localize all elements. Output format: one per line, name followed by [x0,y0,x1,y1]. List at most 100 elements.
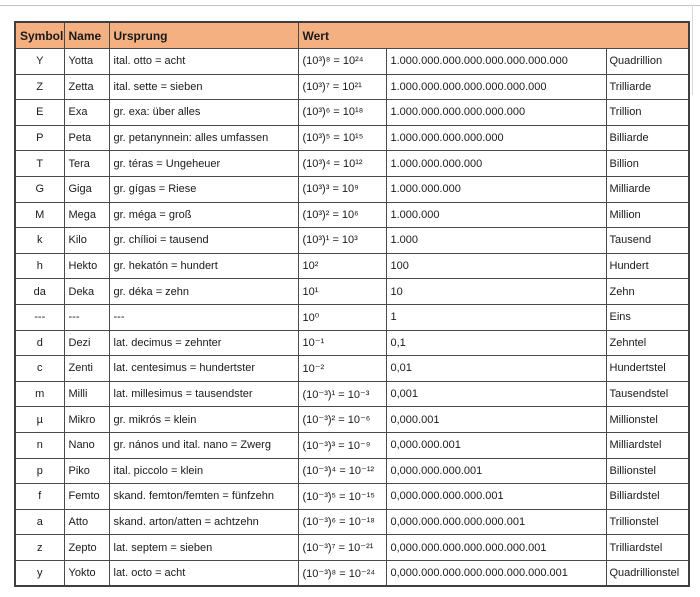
cell-name: Peta [63,124,110,152]
cell-ursprung: gr. gígas = Riese [108,175,299,203]
cell-symbol: c [14,355,65,382]
page-top-rule [0,5,700,6]
cell-word: Eins [605,303,690,331]
table-row: T Tera gr. téras = Ungeheuer (10³)⁴ = 10¹² 1… [14,150,690,177]
table-row: m Milli lat. millesimus = tausendster (10⁻³… [14,380,690,408]
cell-ursprung: gr. hekatón = hundert [108,252,299,280]
header-row: Symbol Name Ursprung Wert [14,21,690,49]
cell-word: Trilliarde [605,73,690,101]
cell-symbol: h [14,252,65,280]
table-row: p Piko ital. piccolo = klein (10⁻³)⁴ = 10⁻¹… [14,457,690,485]
cell-name: Tera [63,150,110,177]
cell-value: 0,000.000.000.000.000.000.001 [385,534,607,561]
cell-power: (10³)⁷ = 10²¹ [297,73,387,101]
cell-ursprung: skand. femton/femten = fünfzehn [108,483,299,510]
cell-power: (10⁻³)³ = 10⁻⁹ [297,431,387,459]
cell-word: Trillionstel [605,508,690,536]
cell-power: 10⁻² [297,355,387,382]
cell-ursprung: --- [108,303,299,331]
cell-value: 1.000.000.000.000.000.000.000.000 [385,48,607,75]
cell-power: 10² [297,252,387,280]
cell-ursprung: gr. téras = Ungeheuer [108,150,299,177]
cell-word: Billionstel [605,457,690,485]
cell-ursprung: lat. centesimus = hundertster [108,355,299,382]
cell-name: Mega [63,201,110,229]
cell-name: Milli [63,380,110,408]
cell-value: 1.000.000.000 [385,175,607,203]
cell-name: Exa [63,99,110,126]
cell-ursprung: lat. septem = sieben [108,534,299,561]
cell-value: 100 [385,252,607,280]
cell-symbol: M [14,201,65,229]
cell-ursprung: gr. déka = zehn [108,278,299,305]
cell-word: Trilliardstel [605,534,690,561]
cell-ursprung: lat. decimus = zehnter [108,329,299,357]
cell-value: 0,001 [385,380,607,408]
cell-name: --- [63,303,110,331]
cell-name: Zepto [63,534,110,561]
table-row: d Dezi lat. decimus = zehnter 10⁻¹ 0,1 Zehnte… [14,329,690,357]
cell-power: (10⁻³)² = 10⁻⁶ [297,406,387,433]
cell-symbol: d [14,329,65,357]
cell-name: Yotta [63,48,110,75]
cell-power: 10⁻¹ [297,329,387,357]
cell-symbol: m [14,380,65,408]
cell-name: Hekto [63,252,110,280]
table-row: E Exa gr. exa: über alles (10³)⁶ = 10¹⁸ 1.00… [14,99,690,126]
cell-value: 1.000.000.000.000.000.000 [385,99,607,126]
cell-ursprung: ital. piccolo = klein [108,457,299,485]
cell-symbol: --- [14,303,65,331]
cell-name: Nano [63,431,110,459]
cell-value: 0,000.000.000.000.001 [385,483,607,510]
header-name: Name [63,21,110,49]
cell-ursprung: gr. mikrós = klein [108,406,299,433]
table-row: --- --- --- 10⁰ 1 Eins [14,303,690,331]
cell-word: Millionstel [605,406,690,433]
cell-word: Million [605,201,690,229]
cell-name: Giga [63,175,110,203]
cell-ursprung: skand. arton/atten = achtzehn [108,508,299,536]
cell-name: Dezi [63,329,110,357]
cell-ursprung: ital. otto = acht [108,48,299,75]
cell-name: Deka [63,278,110,305]
table-row: n Nano gr. nános und ital. nano = Zwerg (10… [14,431,690,459]
cell-word: Zehn [605,278,690,305]
cell-power: (10³)³ = 10⁹ [297,175,387,203]
cell-word: Tausend [605,227,690,254]
cell-symbol: p [14,457,65,485]
cell-power: (10³)⁴ = 10¹² [297,150,387,177]
header-wert: Wert [297,21,690,49]
table-row: h Hekto gr. hekatón = hundert 10² 100 Hundert [14,252,690,280]
cell-symbol: k [14,227,65,254]
cell-symbol: Z [14,73,65,101]
cell-power: (10³)¹ = 10³ [297,227,387,254]
cell-ursprung: gr. nános und ital. nano = Zwerg [108,431,299,459]
cell-power: (10⁻³)⁴ = 10⁻¹² [297,457,387,485]
table-row: k Kilo gr. chílioi = tausend (10³)¹ = 10³ 1.… [14,227,690,254]
table-row: da Deka gr. déka = zehn 10¹ 10 Zehn [14,278,690,305]
cell-value: 0,000.000.000.000.000.000.000.001 [385,559,607,587]
cell-word: Quadrillionstel [605,559,690,587]
cell-ursprung: gr. petanynnein: alles umfassen [108,124,299,152]
cell-name: Atto [63,508,110,536]
cell-value: 0,000.000.001 [385,431,607,459]
cell-symbol: da [14,278,65,305]
cell-value: 1.000.000.000.000.000 [385,124,607,152]
cell-power: 10⁰ [297,303,387,331]
cell-symbol: n [14,431,65,459]
cell-ursprung: ital. sette = sieben [108,73,299,101]
cell-ursprung: gr. méga = groß [108,201,299,229]
cell-ursprung: gr. chílioi = tausend [108,227,299,254]
header-symbol: Symbol [14,21,65,49]
table-row: a Atto skand. arton/atten = achtzehn (10⁻³)… [14,508,690,536]
cell-word: Billiarde [605,124,690,152]
si-prefix-table: Symbol Name Ursprung Wert Y Yotta ital. ot… [14,21,690,588]
table-row: G Giga gr. gígas = Riese (10³)³ = 10⁹ 1.000.… [14,175,690,203]
cell-word: Milliarde [605,175,690,203]
table-row: Z Zetta ital. sette = sieben (10³)⁷ = 10²¹ 1… [14,73,690,101]
cell-symbol: Y [14,48,65,75]
cell-symbol: P [14,124,65,152]
table-row: M Mega gr. méga = groß (10³)² = 10⁶ 1.000.00… [14,201,690,229]
cell-word: Milliardstel [605,431,690,459]
cell-name: Kilo [63,227,110,254]
